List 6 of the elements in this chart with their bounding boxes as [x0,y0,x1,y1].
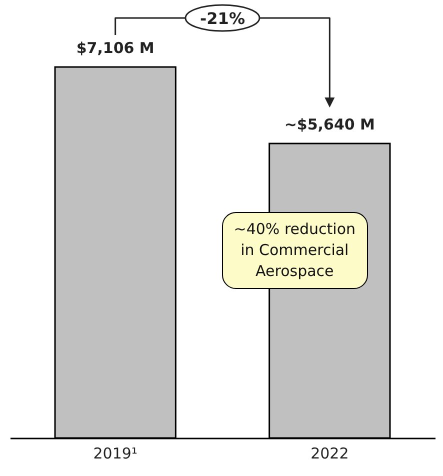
x-tick-label: 2022 [310,444,349,462]
x-tick-label: 2019¹ [93,444,138,462]
annotation: ~40% reduction in Commercial Aerospace [222,212,368,289]
text: -21% [200,9,245,28]
data-label: $7,106 M [76,39,154,58]
data-label: ~$5,640 M [284,116,375,134]
